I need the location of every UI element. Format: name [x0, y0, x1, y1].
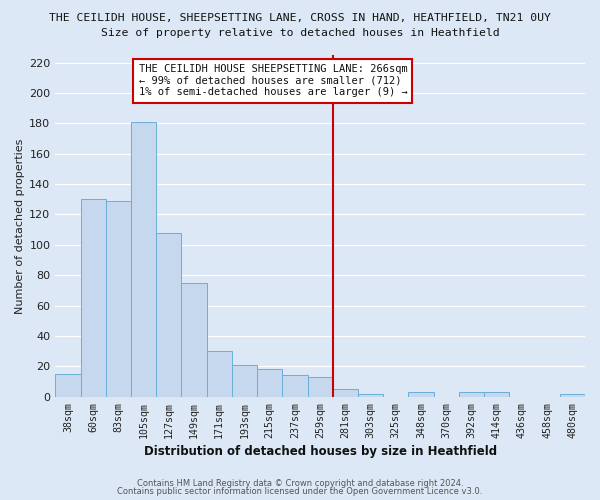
Bar: [106, 201, 131, 396]
Text: Contains HM Land Registry data © Crown copyright and database right 2024.: Contains HM Land Registry data © Crown c…: [137, 478, 463, 488]
X-axis label: Distribution of detached houses by size in Heathfield: Distribution of detached houses by size …: [143, 444, 497, 458]
Bar: [560, 394, 585, 396]
Bar: [409, 392, 434, 396]
Bar: [333, 389, 358, 396]
Y-axis label: Number of detached properties: Number of detached properties: [15, 138, 25, 314]
Bar: [484, 392, 509, 396]
Bar: [358, 394, 383, 396]
Bar: [206, 351, 232, 397]
Bar: [257, 370, 283, 396]
Text: Size of property relative to detached houses in Heathfield: Size of property relative to detached ho…: [101, 28, 499, 38]
Bar: [232, 365, 257, 396]
Bar: [156, 232, 181, 396]
Bar: [283, 376, 308, 396]
Bar: [459, 392, 484, 396]
Bar: [80, 200, 106, 396]
Bar: [55, 374, 80, 396]
Bar: [181, 283, 206, 397]
Text: THE CEILIDH HOUSE SHEEPSETTING LANE: 266sqm
← 99% of detached houses are smaller: THE CEILIDH HOUSE SHEEPSETTING LANE: 266…: [139, 64, 407, 98]
Text: THE CEILIDH HOUSE, SHEEPSETTING LANE, CROSS IN HAND, HEATHFIELD, TN21 0UY: THE CEILIDH HOUSE, SHEEPSETTING LANE, CR…: [49, 12, 551, 22]
Text: Contains public sector information licensed under the Open Government Licence v3: Contains public sector information licen…: [118, 487, 482, 496]
Bar: [308, 377, 333, 396]
Bar: [131, 122, 156, 396]
